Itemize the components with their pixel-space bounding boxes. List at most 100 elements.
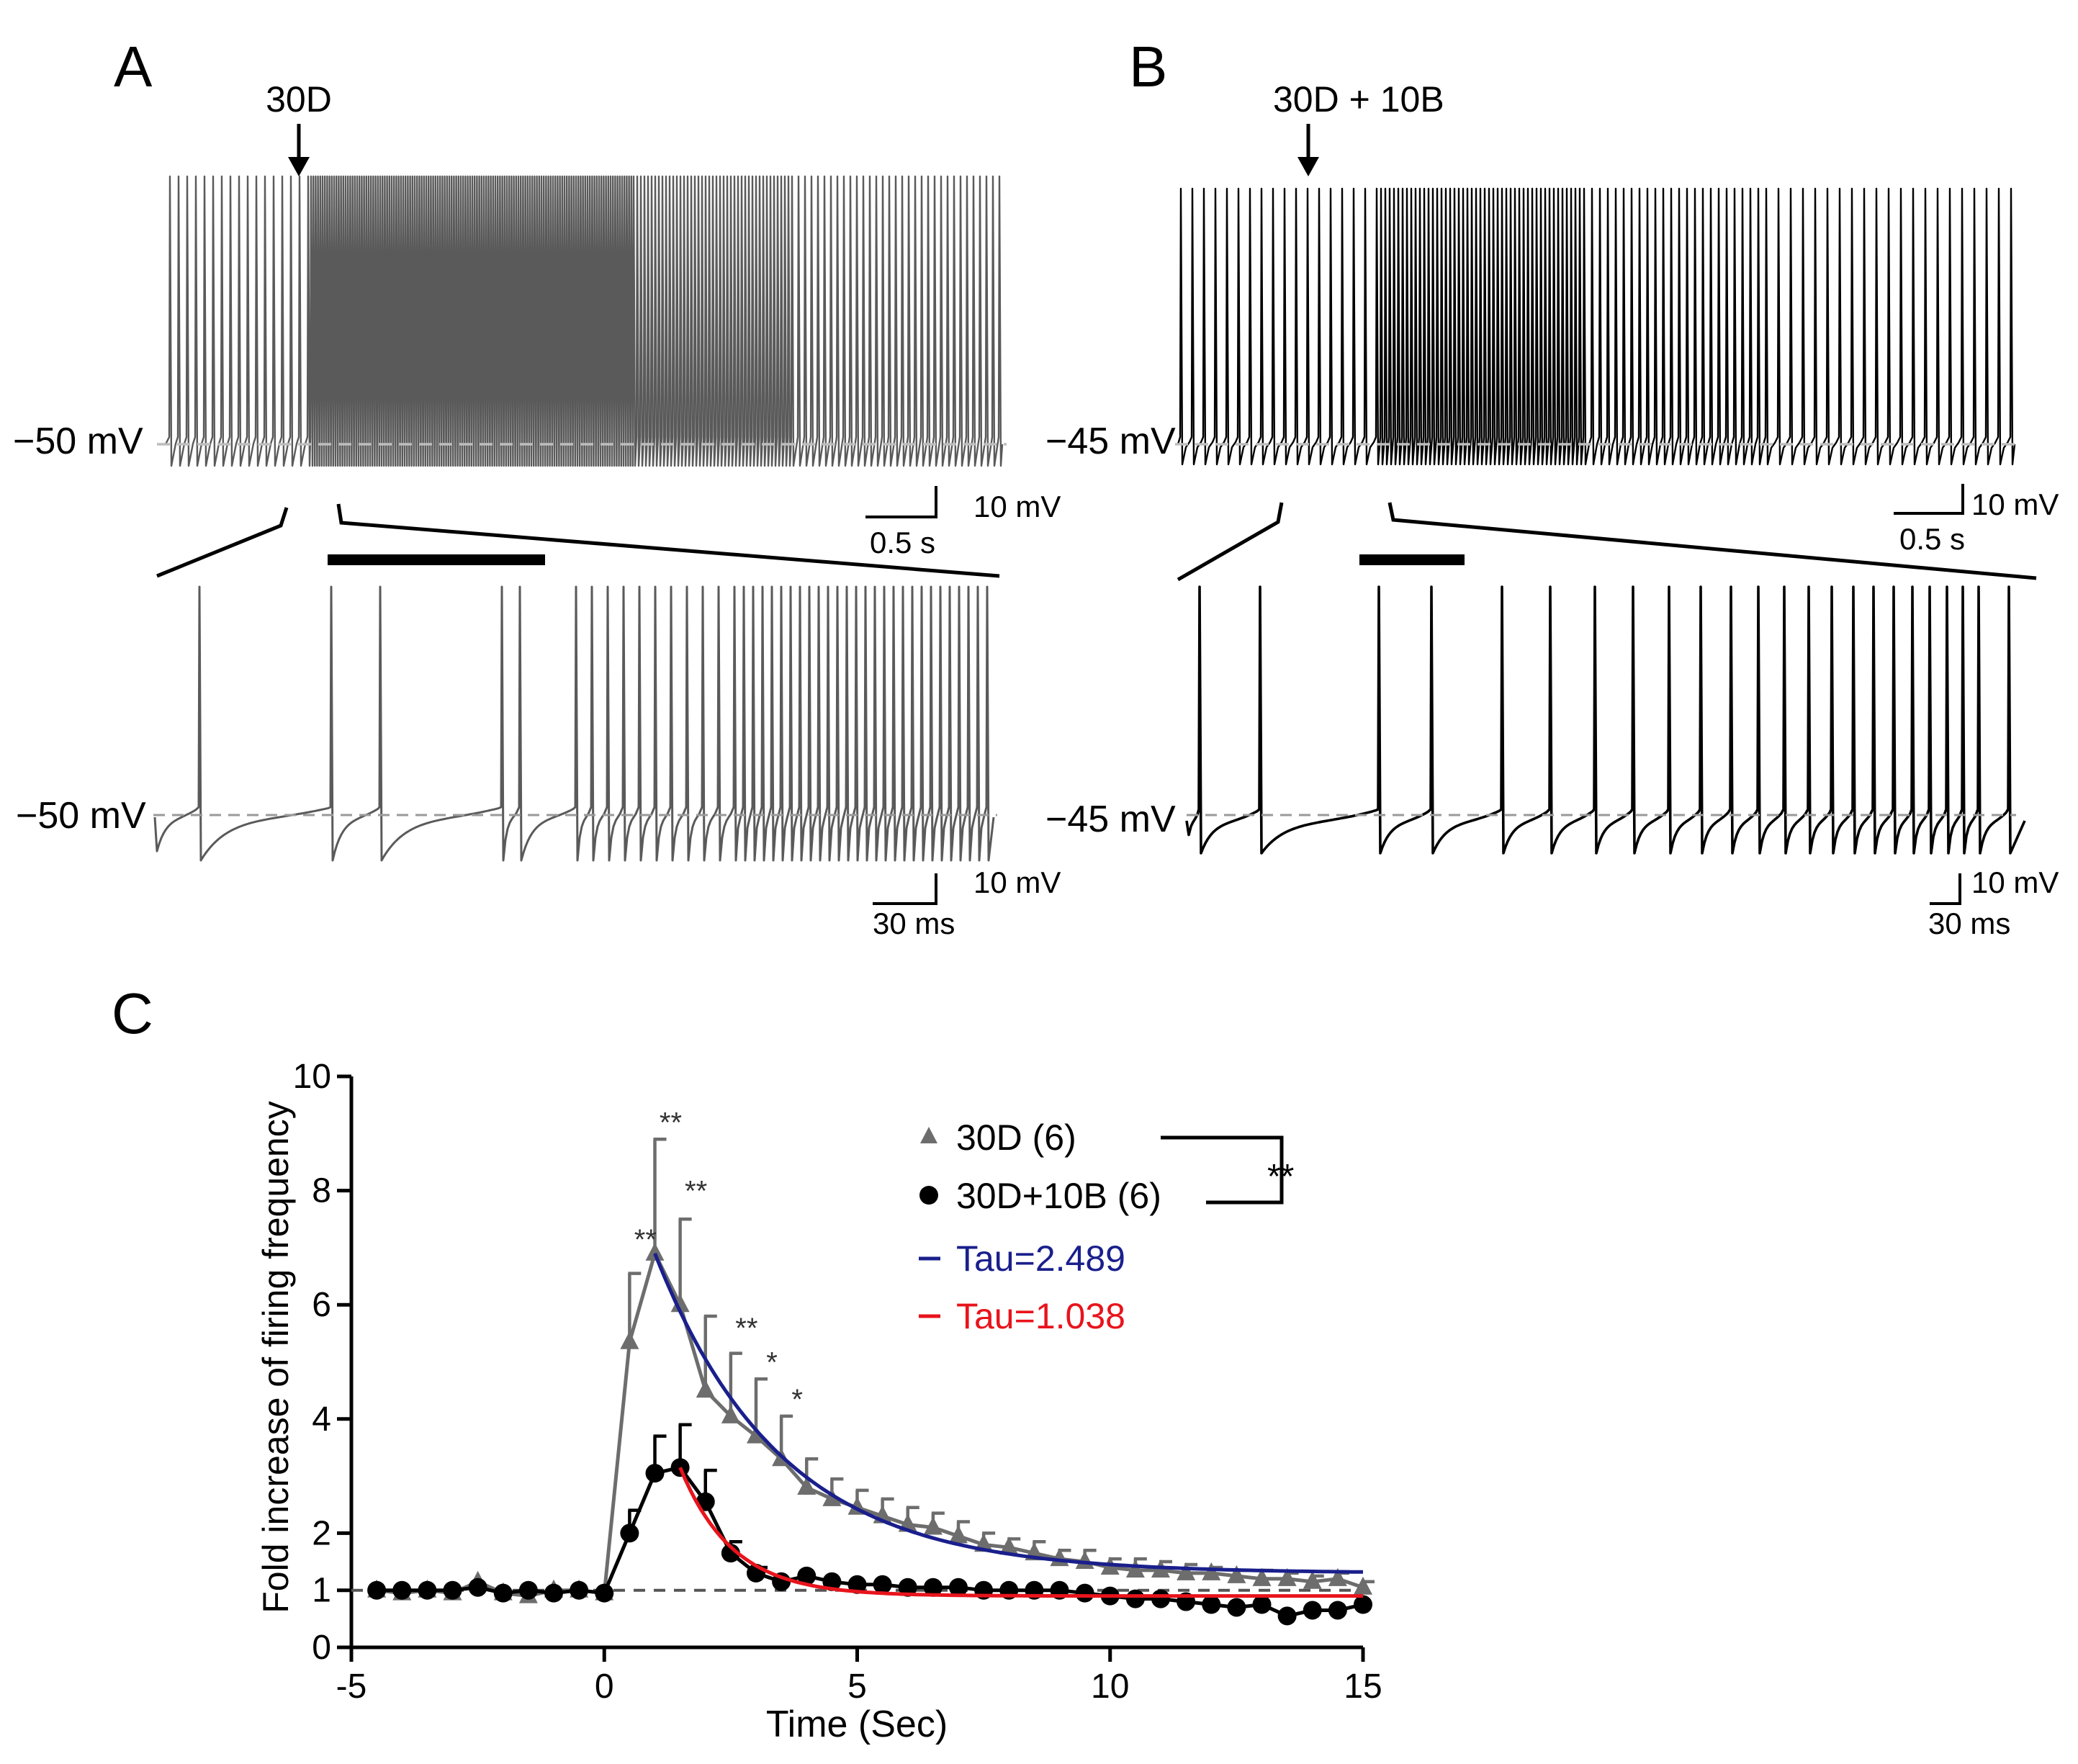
panel-a-scale-bar — [865, 486, 937, 518]
y-axis-label: Fold increase of firing frequency — [256, 1101, 296, 1613]
data-point-circle — [898, 1578, 917, 1597]
data-point-circle — [468, 1578, 487, 1597]
panel-b-drug-arrow — [1297, 124, 1319, 176]
panel-b-scale-time: 0.5 s — [1899, 522, 1965, 556]
panel-a-letter: A — [114, 35, 153, 99]
fit-curve-1 — [653, 1252, 1364, 1574]
panel-b-zoom-trace — [1185, 585, 2026, 855]
data-point-circle — [493, 1583, 513, 1603]
data-point-circle — [544, 1583, 563, 1603]
data-point-circle — [1303, 1601, 1322, 1620]
legend-label-30d-10b: 30D+10B (6) — [956, 1176, 1161, 1216]
panel-a-zoom-connector — [156, 503, 1000, 578]
panel-a-zoom-trace — [153, 585, 995, 862]
y-tick-label: 10 — [293, 1058, 331, 1096]
panel-a-zoom-scale-voltage: 10 mV — [973, 865, 1061, 899]
data-point-circle — [721, 1544, 740, 1563]
panel-b-letter: B — [1129, 35, 1167, 99]
series-line — [376, 1248, 1364, 1598]
x-tick-label: 5 — [847, 1668, 867, 1706]
series-30d — [367, 1137, 1375, 1603]
panel-a-drug-arrow — [288, 124, 310, 176]
y-tick-label: 4 — [312, 1400, 331, 1439]
panel-b-zoom-connector — [1177, 502, 2037, 582]
significance-annotation: * — [791, 1384, 803, 1416]
panel-a-zoom-scale-bar — [873, 873, 937, 905]
data-point-circle — [443, 1580, 462, 1600]
legend-marker-30d-10b — [919, 1186, 938, 1205]
panel-b-potential-label: −45 mV — [1045, 420, 1176, 462]
panel-a-scale-time: 0.5 s — [870, 526, 935, 559]
data-point-circle — [949, 1578, 968, 1597]
data-point-circle — [1151, 1589, 1170, 1608]
y-tick-label: 2 — [312, 1514, 331, 1552]
data-point-triangle — [822, 1488, 842, 1506]
data-point-circle — [595, 1583, 614, 1603]
x-tick-label: 15 — [1344, 1668, 1382, 1706]
data-point-circle — [1075, 1583, 1094, 1603]
data-point-triangle — [999, 1536, 1019, 1555]
panel-b-scale-bar — [1894, 484, 1964, 515]
panel-a: A 30D −50 mV 0.5 s 10 mV −50 mV 30 ms 10 — [13, 35, 1061, 940]
panel-a-main-trace — [164, 175, 1004, 467]
x-tick-label: 0 — [595, 1668, 614, 1706]
panel-a-scale-voltage: 10 mV — [973, 490, 1061, 523]
data-point-circle — [797, 1566, 817, 1585]
data-point-triangle — [620, 1331, 639, 1349]
data-point-triangle — [1303, 1570, 1322, 1589]
data-point-triangle — [670, 1294, 690, 1313]
panel-c: C Fold increase of firing frequency Time… — [112, 981, 1382, 1745]
significance-annotation: ** — [660, 1107, 682, 1138]
panel-b-drug-label: 30D + 10B — [1273, 79, 1444, 120]
data-point-circle — [1277, 1606, 1297, 1626]
data-point-circle — [620, 1524, 639, 1543]
data-point-triangle — [1177, 1562, 1196, 1580]
significance-label: ** — [1267, 1158, 1294, 1196]
y-tick-label: 6 — [312, 1286, 331, 1324]
data-point-circle — [645, 1464, 665, 1483]
data-point-circle — [1354, 1595, 1372, 1614]
data-point-triangle — [1227, 1565, 1246, 1583]
series-line — [377, 1465, 1364, 1619]
data-point-circle — [1202, 1595, 1221, 1614]
significance-annotation: ** — [685, 1176, 707, 1207]
data-point-circle — [367, 1580, 387, 1600]
panel-b-zoom-scale-bar — [1930, 873, 1961, 905]
panel-a-potential-label: −50 mV — [13, 420, 143, 462]
data-point-circle — [1328, 1601, 1347, 1620]
data-point-triangle — [645, 1242, 665, 1261]
data-point-circle — [923, 1578, 943, 1597]
data-point-triangle — [721, 1405, 740, 1423]
legend-label-tau-1: Tau=2.489 — [956, 1238, 1125, 1279]
panel-a-drug-bar — [328, 554, 545, 565]
data-point-triangle — [1252, 1567, 1272, 1586]
x-tick-label: 10 — [1091, 1668, 1129, 1706]
significance-bracket — [1161, 1135, 1284, 1205]
panel-b-main-trace — [1177, 187, 2016, 466]
significance-annotation: ** — [634, 1224, 657, 1256]
data-point-triangle — [797, 1476, 817, 1495]
data-point-circle — [392, 1580, 412, 1600]
panel-b: B 30D + 10B −45 mV 0.5 s 10 mV −45 mV 30… — [1045, 35, 2059, 940]
x-axis-label: Time (Sec) — [766, 1704, 948, 1745]
x-tick-label: -5 — [336, 1668, 367, 1706]
legend-marker-30d — [920, 1127, 937, 1143]
data-point-circle — [873, 1575, 892, 1594]
data-point-triangle — [949, 1525, 968, 1544]
significance-annotation: ** — [735, 1313, 757, 1344]
legend-label-30d: 30D (6) — [956, 1117, 1076, 1158]
data-point-triangle — [696, 1380, 715, 1398]
data-point-circle — [1227, 1598, 1246, 1617]
panel-b-zoom-scale-time: 30 ms — [1928, 906, 2010, 940]
data-point-triangle — [1277, 1567, 1297, 1586]
panel-b-drug-bar — [1359, 554, 1465, 565]
panel-a-zoom-scale-time: 30 ms — [873, 906, 955, 940]
data-point-circle — [1125, 1589, 1145, 1608]
legend-label-tau-2: Tau=1.038 — [956, 1296, 1125, 1336]
panel-b-zoom-potential-label: −45 mV — [1045, 798, 1176, 840]
data-point-circle — [570, 1580, 589, 1600]
data-point-circle — [847, 1575, 867, 1594]
panel-a-drug-label: 30D — [266, 79, 332, 120]
